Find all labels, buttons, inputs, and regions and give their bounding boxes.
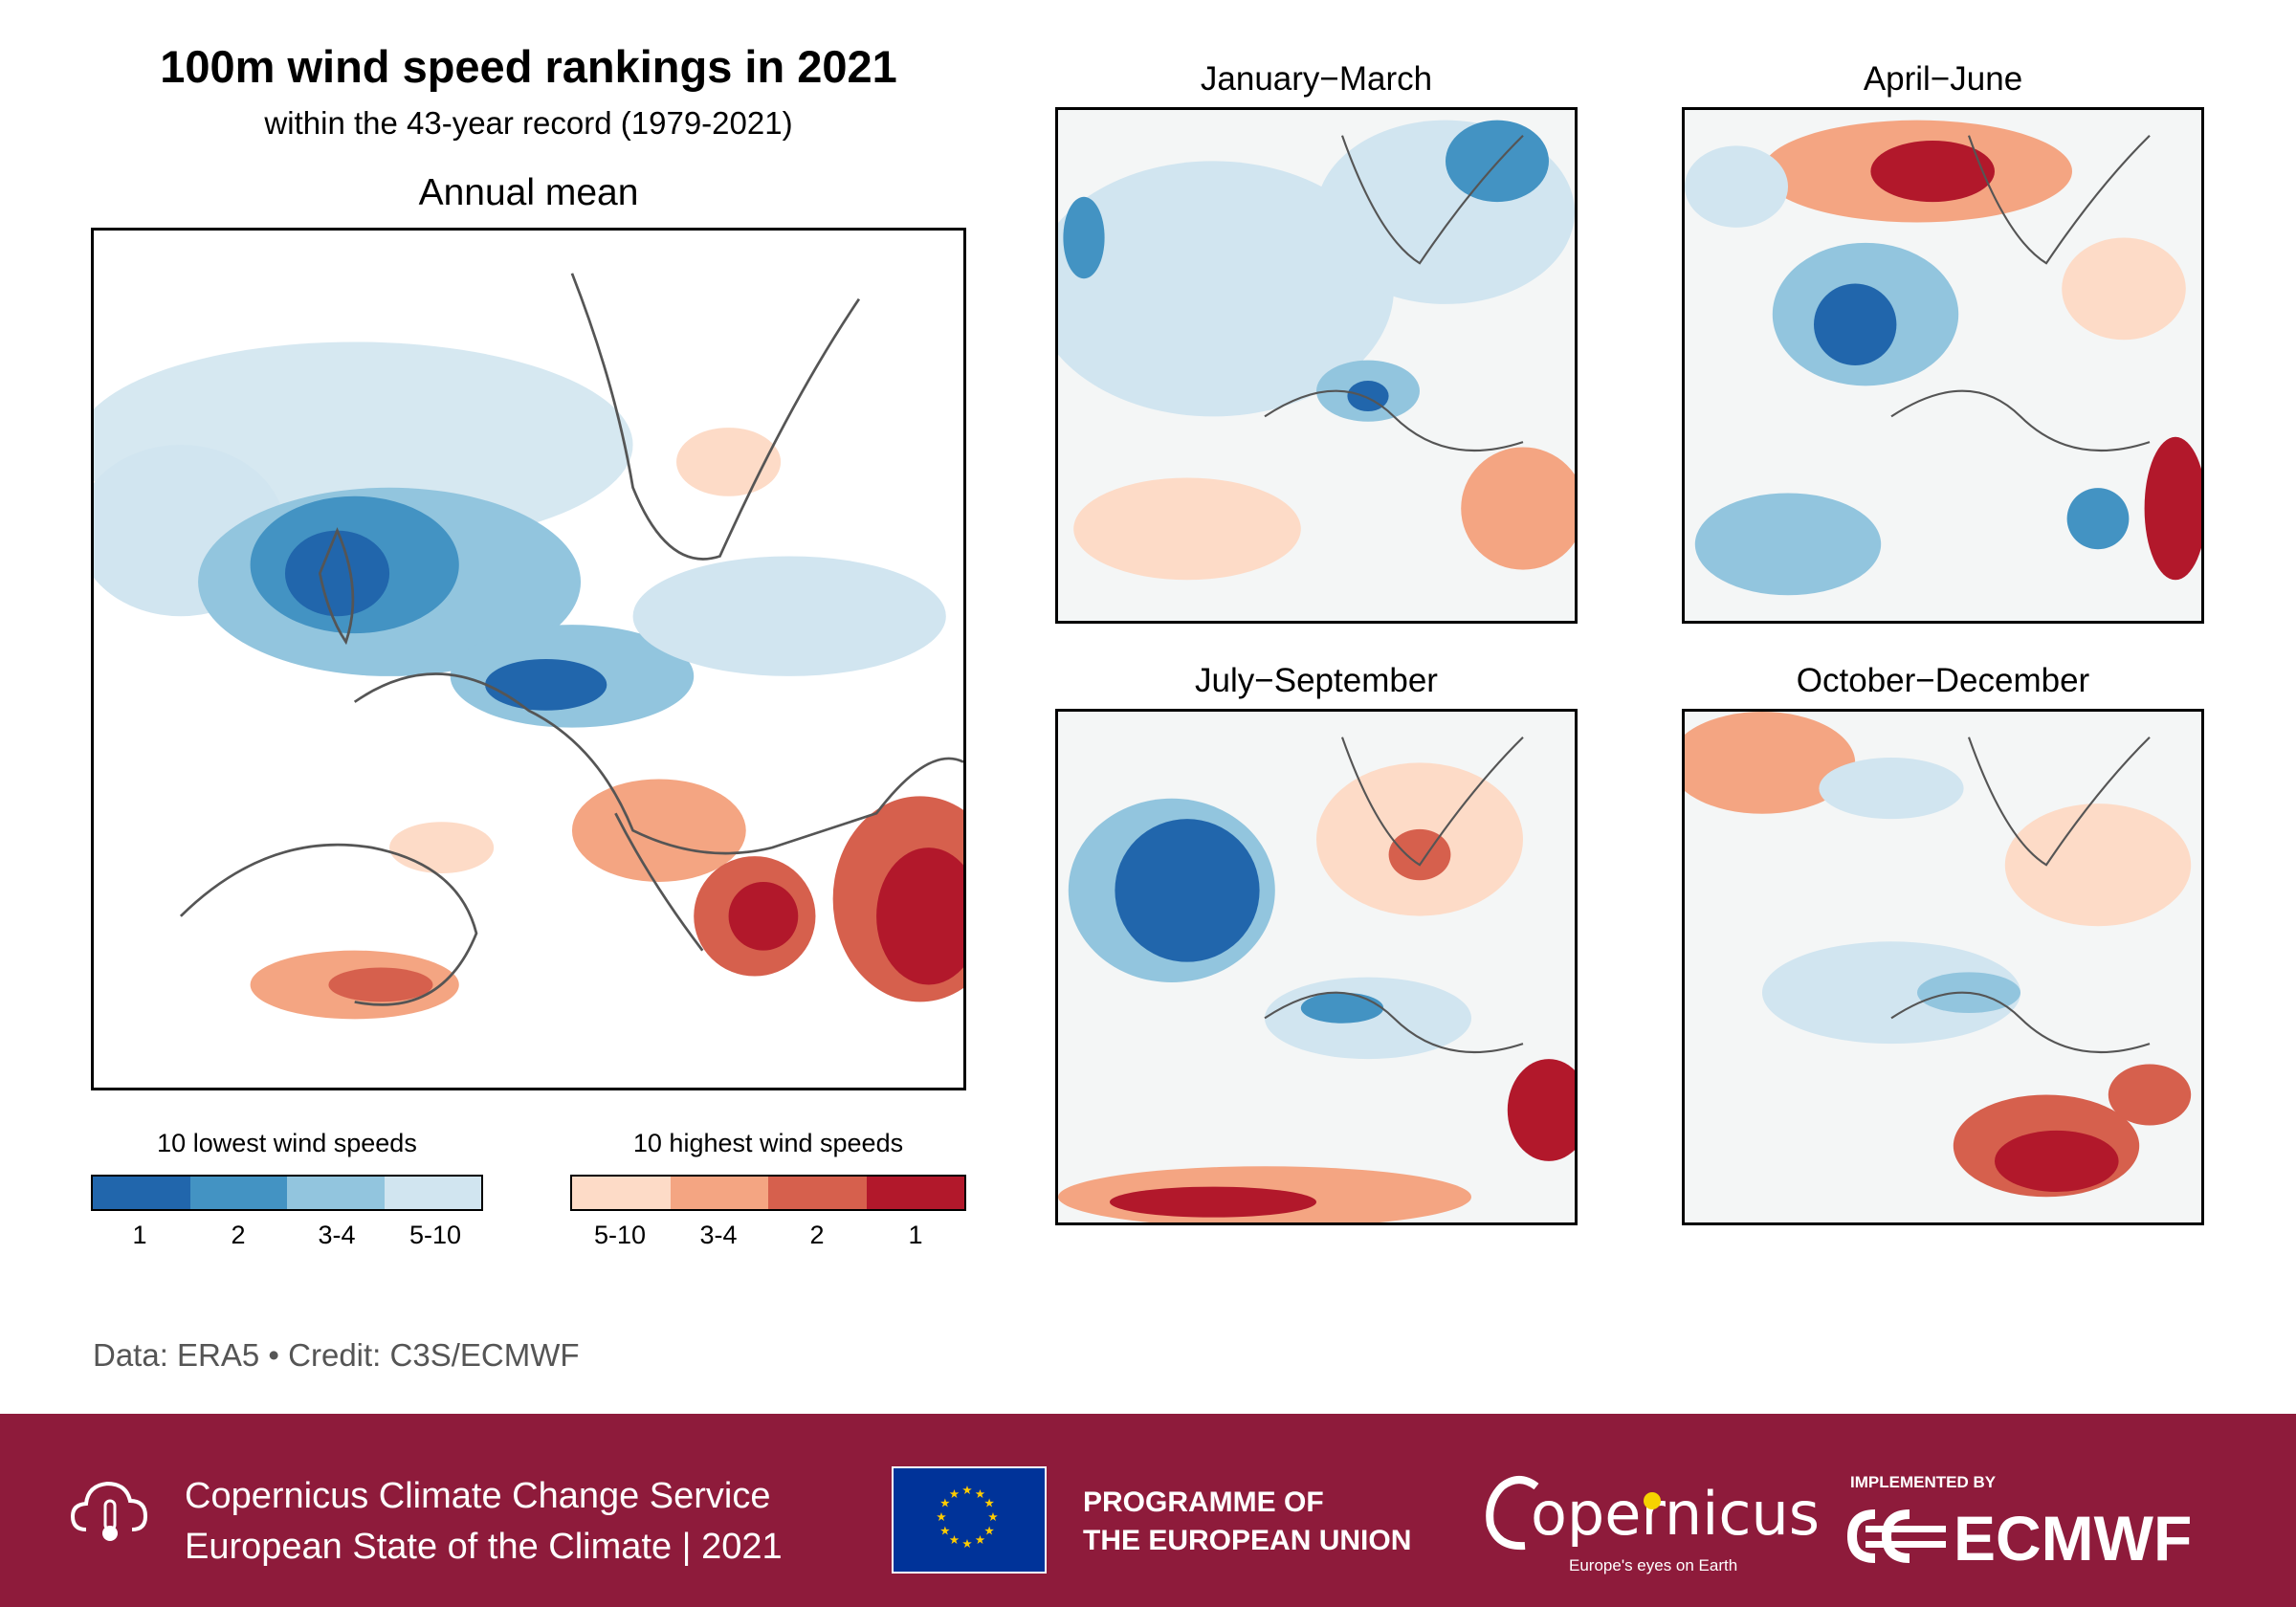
figure-title: 100m wind speed rankings in 2021	[160, 41, 897, 92]
season-title-oct-dec: October−December	[1796, 662, 2090, 699]
legend-high-tick: 2	[809, 1221, 825, 1249]
annual-map-title: Annual mean	[418, 172, 639, 213]
legend-low-tick: 3-4	[318, 1221, 356, 1249]
map-jul-sep	[1055, 709, 1578, 1225]
legend-high-colorbar	[570, 1175, 966, 1211]
legend-high-swatch-3	[768, 1177, 867, 1209]
legend-low-swatch-2	[189, 1177, 287, 1209]
season-title-jul-sep: July−September	[1195, 662, 1438, 699]
annual-map-svg	[94, 231, 963, 1088]
svg-text:★: ★	[975, 1486, 985, 1501]
legend-low-tick: 5-10	[408, 1221, 462, 1249]
footer-bar	[0, 1414, 2296, 1607]
legend-low-swatch-4	[384, 1177, 481, 1209]
legend-high-tick: 1	[908, 1221, 923, 1249]
legend-high-tick: 5-10	[593, 1221, 647, 1249]
map-jan-mar	[1055, 107, 1578, 624]
legend-low-tick: 1	[132, 1221, 147, 1249]
figure-subtitle: within the 43-year record (1979-2021)	[264, 105, 793, 141]
svg-text:★: ★	[961, 1483, 972, 1497]
footer-report-name: European State of the Climate | 2021	[185, 1527, 783, 1567]
copernicus-dot-icon	[1644, 1492, 1661, 1509]
svg-text:★: ★	[984, 1523, 995, 1537]
map-apr-jun	[1682, 107, 2204, 624]
legend-high-tick: 3-4	[699, 1221, 738, 1249]
copernicus-tagline: Europe's eyes on Earth	[1569, 1556, 1738, 1574]
legend-high-swatch-2	[670, 1177, 768, 1209]
map-oct-dec	[1682, 709, 2204, 1225]
legend-high-swatch-4	[866, 1177, 964, 1209]
legend-low-swatch-3	[287, 1177, 385, 1209]
svg-text:★: ★	[961, 1536, 972, 1551]
ecmwf-logo-icon	[1846, 1507, 1946, 1566]
svg-text:★: ★	[975, 1532, 985, 1547]
legend-low-tick: 2	[231, 1221, 246, 1249]
ecmwf-wordmark: ECMWF	[1954, 1503, 2193, 1574]
svg-text:★: ★	[939, 1495, 950, 1509]
season-title-apr-jun: April−June	[1863, 60, 2023, 98]
copernicus-c-logo-icon	[1481, 1469, 1548, 1557]
svg-text:★: ★	[949, 1532, 960, 1547]
svg-text:★: ★	[987, 1509, 998, 1524]
svg-text:★: ★	[939, 1523, 950, 1537]
svg-text:★: ★	[984, 1495, 995, 1509]
programme-eu-line2: THE EUROPEAN UNION	[1083, 1525, 1412, 1556]
data-credit: Data: ERA5 • Credit: C3S/ECMWF	[93, 1337, 580, 1373]
legend-high-swatch-1	[572, 1177, 671, 1209]
svg-text:★: ★	[936, 1509, 946, 1524]
eu-flag-icon: ★ ★ ★ ★ ★ ★ ★ ★ ★ ★ ★ ★	[892, 1466, 1047, 1574]
season-title-jan-mar: January−March	[1200, 60, 1433, 98]
legend-high-label: 10 highest wind speeds	[632, 1129, 904, 1157]
copernicus-wordmark: opernicus	[1531, 1479, 1821, 1549]
legend-low-swatch-1	[93, 1177, 190, 1209]
legend-low-label: 10 lowest wind speeds	[157, 1129, 417, 1157]
footer-service-name: Copernicus Climate Change Service	[185, 1476, 771, 1516]
annual-mean-map	[91, 228, 966, 1090]
legend-low-colorbar	[91, 1175, 483, 1211]
svg-text:★: ★	[949, 1486, 960, 1501]
c3s-cloud-thermometer-icon	[67, 1468, 151, 1552]
programme-eu-line1: PROGRAMME OF	[1083, 1486, 1324, 1518]
implemented-by-label: IMPLEMENTED BY	[1850, 1473, 1997, 1491]
